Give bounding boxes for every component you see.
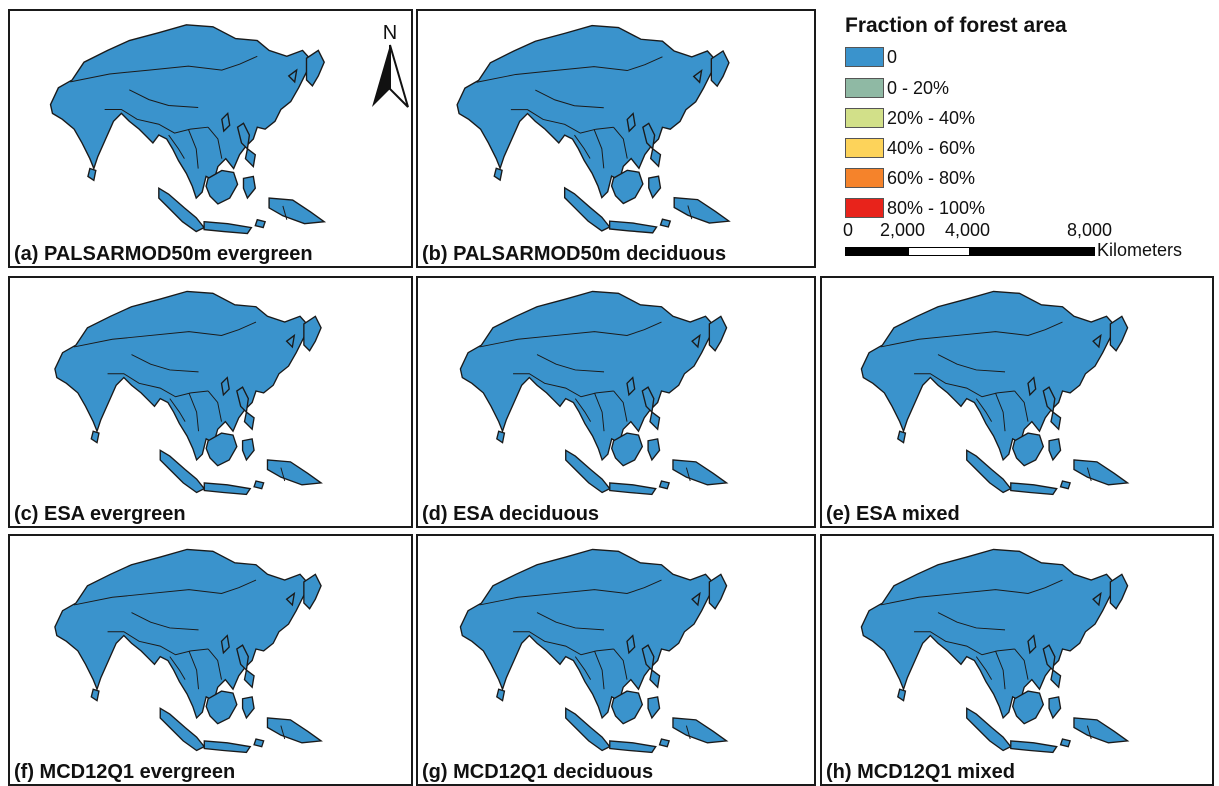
legend-item: 40% - 60% bbox=[845, 137, 975, 159]
legend-item: 60% - 80% bbox=[845, 167, 975, 189]
legend-label: 80% - 100% bbox=[887, 197, 986, 218]
map-d bbox=[459, 290, 729, 496]
north-arrow-icon: N bbox=[372, 22, 409, 108]
map-h bbox=[860, 548, 1130, 754]
legend-item: 0 - 20% bbox=[845, 77, 949, 99]
map-panel-b: (b) PALSARMOD50m deciduous bbox=[416, 9, 816, 268]
map-panel-c: (c) ESA evergreen bbox=[8, 276, 413, 528]
scale-segment bbox=[845, 247, 909, 256]
map-panel-g: (g) MCD12Q1 deciduous bbox=[416, 534, 816, 786]
legend-label: 40% - 60% bbox=[887, 137, 976, 158]
map-g bbox=[459, 548, 729, 754]
legend-swatch bbox=[845, 108, 884, 128]
panel-label-g: (g) MCD12Q1 deciduous bbox=[422, 761, 654, 783]
scale-tick: 0 bbox=[843, 220, 854, 240]
panel-label-e: (e) ESA mixed bbox=[826, 503, 960, 525]
map-a bbox=[49, 24, 327, 235]
legend: Fraction of forest area 0 0 - 20% 20% - … bbox=[845, 14, 1215, 264]
map-panel-h: (h) MCD12Q1 mixed bbox=[820, 534, 1214, 786]
scale-segment bbox=[969, 247, 1095, 256]
scale-bar: 0 2,000 4,000 8,000 Kilometers bbox=[843, 220, 1215, 268]
legend-label: 0 - 20% bbox=[887, 77, 950, 98]
legend-item: 20% - 40% bbox=[845, 107, 975, 129]
panel-label-h: (h) MCD12Q1 mixed bbox=[826, 761, 1015, 783]
map-panel-d: (d) ESA deciduous bbox=[416, 276, 816, 528]
map-panel-e: (e) ESA mixed bbox=[820, 276, 1214, 528]
legend-swatch bbox=[845, 47, 884, 67]
legend-label: 20% - 40% bbox=[887, 107, 976, 128]
scale-tick: 8,000 bbox=[1067, 220, 1113, 240]
map-e bbox=[860, 290, 1130, 496]
legend-swatch bbox=[845, 138, 884, 158]
legend-swatch bbox=[845, 168, 884, 188]
panel-label-f: (f) MCD12Q1 evergreen bbox=[14, 761, 236, 783]
map-f bbox=[54, 548, 323, 754]
map-panel-a: (a) PALSARMOD50m evergreen N bbox=[8, 9, 413, 268]
legend-label: 60% - 80% bbox=[887, 167, 976, 188]
north-label: N bbox=[383, 22, 397, 44]
panel-label-a: (a) PALSARMOD50m evergreen bbox=[14, 243, 313, 265]
legend-title: Fraction of forest area bbox=[845, 14, 1067, 37]
map-b bbox=[456, 24, 731, 234]
legend-item: 80% - 100% bbox=[845, 197, 985, 219]
map-c bbox=[54, 290, 323, 496]
scale-tick: 4,000 bbox=[945, 220, 991, 240]
scale-segment bbox=[908, 247, 970, 256]
map-panel-f: (f) MCD12Q1 evergreen bbox=[8, 534, 413, 786]
legend-item: 0 bbox=[845, 46, 897, 68]
legend-swatch bbox=[845, 198, 884, 218]
scale-tick: 2,000 bbox=[880, 220, 926, 240]
panel-label-d: (d) ESA deciduous bbox=[422, 503, 600, 525]
scale-units: Kilometers bbox=[1097, 240, 1183, 260]
legend-swatch bbox=[845, 78, 884, 98]
panel-label-c: (c) ESA evergreen bbox=[14, 503, 186, 525]
panel-label-b: (b) PALSARMOD50m deciduous bbox=[422, 243, 727, 265]
legend-label: 0 bbox=[887, 46, 898, 67]
